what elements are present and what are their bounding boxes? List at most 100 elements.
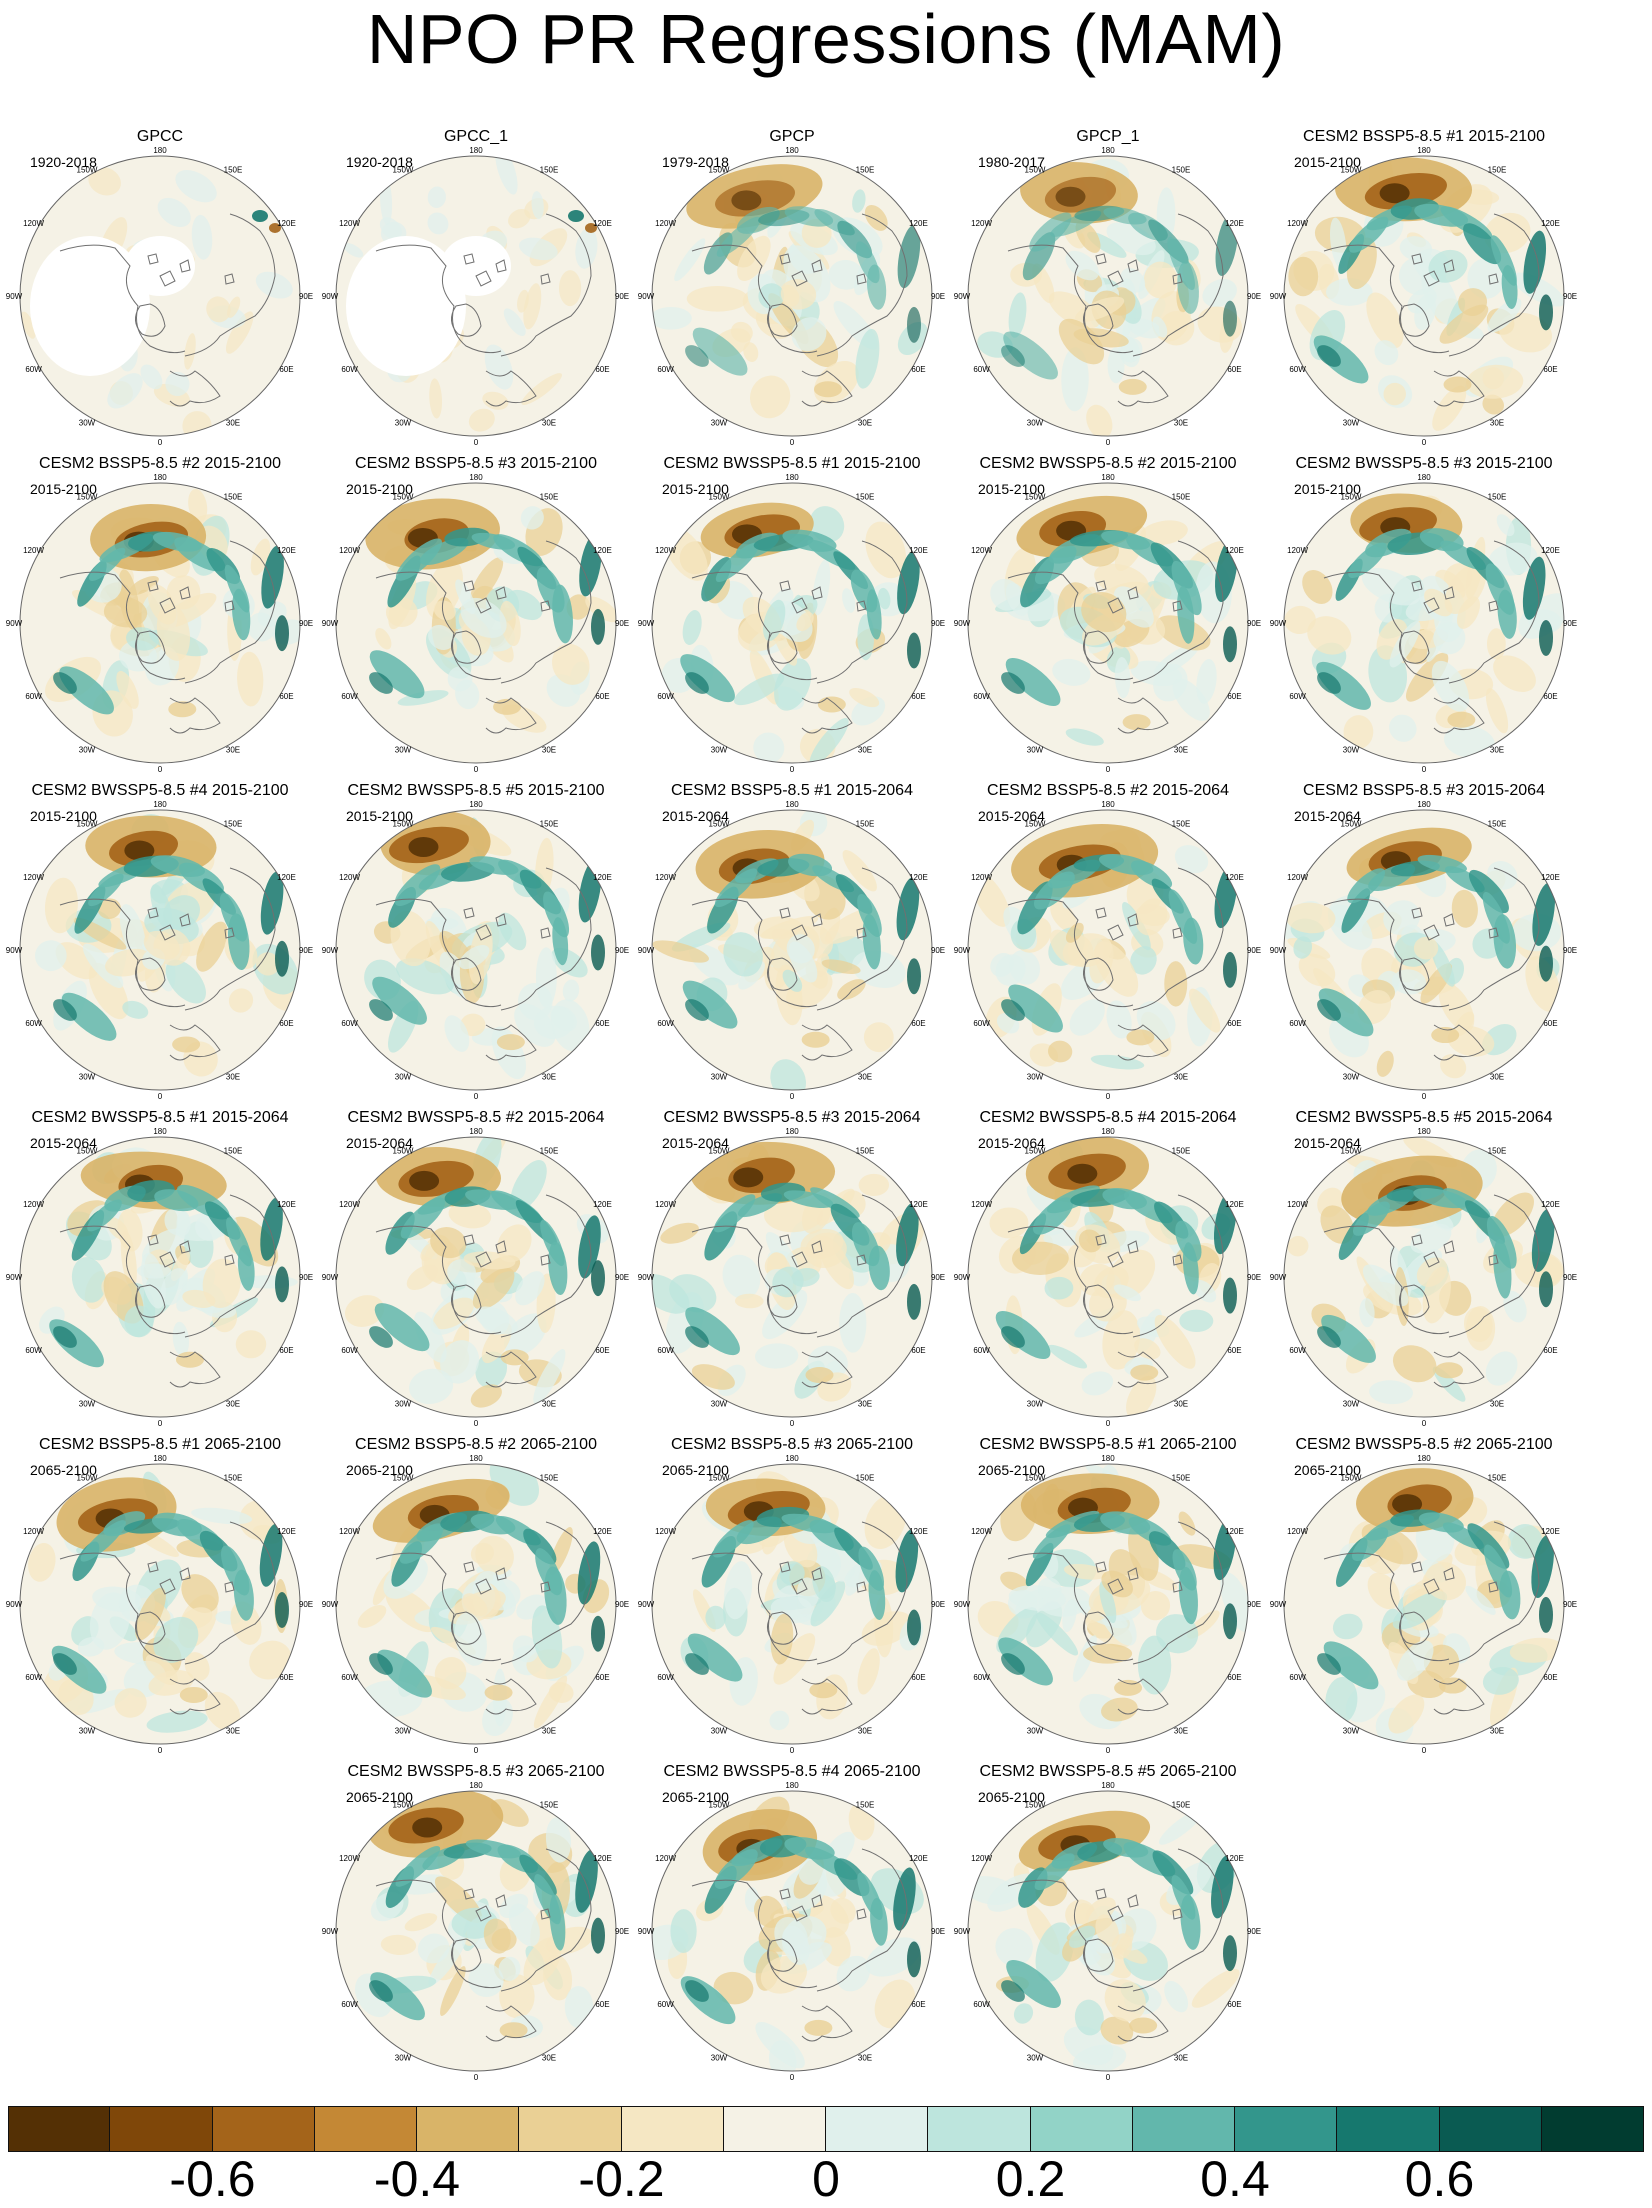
map-panel: CESM2 BWSSP5-8.5 #3 2015-2100 2015-2100 18… xyxy=(1270,455,1577,775)
panel-title: CESM2 BWSSP5-8.5 #5 2015-2100 xyxy=(347,782,605,799)
field-patch xyxy=(515,1271,545,1306)
map-boundary xyxy=(967,155,1249,437)
panel-title: CESM2 BSSP5-8.5 #3 2015-2100 xyxy=(355,455,597,472)
coastline xyxy=(856,927,867,939)
longitude-label: 0 xyxy=(1106,2073,1111,2082)
panel-period: 2015-2100 xyxy=(662,481,729,497)
longitude-label: 120W xyxy=(655,546,676,555)
longitude-label: 90E xyxy=(1247,292,1261,301)
coastline xyxy=(495,1894,507,1908)
panel-period: 2015-2064 xyxy=(30,1135,97,1151)
longitude-label: 30W xyxy=(711,2053,728,2062)
wet-band xyxy=(1501,264,1518,310)
coastline xyxy=(767,957,798,991)
wet-anomaly xyxy=(685,1307,740,1356)
wet-anomaly xyxy=(897,551,920,615)
wet-anomaly xyxy=(259,1523,283,1587)
map-boundary xyxy=(651,482,933,764)
coastline xyxy=(451,1611,482,1645)
longitude-label: 90E xyxy=(931,1273,945,1282)
coastline xyxy=(169,697,221,734)
coastline xyxy=(1007,898,1134,1008)
panel-title: GPCC xyxy=(136,128,184,145)
wet-anomaly xyxy=(275,1266,289,1303)
wet-anomaly xyxy=(1539,294,1553,331)
field-patch xyxy=(116,670,139,709)
longitude-label: 0 xyxy=(158,1092,163,1101)
coastline xyxy=(691,1225,818,1335)
wet-anomaly xyxy=(575,1849,598,1913)
longitude-label: 60E xyxy=(1227,2000,1241,2009)
field-patch xyxy=(1285,902,1336,934)
map-panel: GPCP_1 1980-2017 180 150E 120E 90E 60E 30E 0 30W 6… xyxy=(954,128,1261,448)
longitude-label: 30E xyxy=(542,1072,556,1081)
coastline xyxy=(1433,1678,1485,1715)
longitude-label: 0 xyxy=(790,1092,795,1101)
wet-anomaly xyxy=(1223,300,1237,337)
longitude-label: 90E xyxy=(1247,946,1261,955)
longitude-label: 0 xyxy=(474,765,479,774)
longitude-label: 30E xyxy=(1174,1726,1188,1735)
coastline xyxy=(1448,540,1540,684)
field-patch xyxy=(1188,988,1221,1033)
field-patch xyxy=(760,915,819,939)
field-patch xyxy=(1047,1040,1073,1063)
longitude-label: 30W xyxy=(1027,1726,1044,1735)
wet-anomaly xyxy=(1211,1855,1234,1919)
field-patch xyxy=(1153,663,1188,702)
panel-period: 2015-2100 xyxy=(978,481,1045,497)
longitude-label: 120E xyxy=(1541,1200,1560,1209)
wet-anomaly xyxy=(1323,1641,1379,1690)
longitude-label: 150W xyxy=(77,493,98,502)
field-patch xyxy=(743,342,759,362)
longitude-label: 90W xyxy=(638,946,655,955)
longitude-label: 120W xyxy=(23,873,44,882)
map-boundary xyxy=(967,809,1249,1091)
coastline xyxy=(159,1251,176,1268)
panel-title: GPCP xyxy=(769,128,815,145)
polar-map: 180 150E 120E 90E 60E 30E 0 30W 60W 90W 120W 150W xyxy=(954,1781,1261,2082)
longitude-label: 120E xyxy=(593,546,612,555)
longitude-label: 180 xyxy=(153,800,167,809)
coastline xyxy=(801,1024,853,1061)
coastline xyxy=(1411,1234,1423,1246)
wet-anomaly xyxy=(692,327,748,376)
field-patch xyxy=(184,1652,210,1681)
panel-period: 1979-2018 xyxy=(662,154,729,170)
coastline xyxy=(691,1879,818,1989)
field-patch xyxy=(1376,1050,1394,1077)
longitude-label: 60W xyxy=(1289,365,1306,374)
longitude-label: 30W xyxy=(1027,2053,1044,2062)
field-patch xyxy=(433,1297,475,1330)
wet-anomaly xyxy=(372,976,427,1025)
longitude-label: 90E xyxy=(615,292,629,301)
polar-map: 180 150E 120E 90E 60E 30E 0 30W 60W 90W 120W 150W xyxy=(638,473,945,774)
longitude-label: 180 xyxy=(785,1781,799,1790)
coastline xyxy=(147,580,159,592)
longitude-label: 30E xyxy=(1490,745,1504,754)
coastline xyxy=(159,597,176,614)
map-panel: CESM2 BSSP5-8.5 #1 2015-2064 2015-2064 180… xyxy=(638,782,945,1102)
dry-anomaly xyxy=(1130,1364,1159,1381)
longitude-label: 0 xyxy=(474,1746,479,1755)
longitude-label: 30E xyxy=(226,1399,240,1408)
polar-map: 180 150E 120E 90E 60E 30E 0 30W 60W 90W 120W 150W xyxy=(6,146,313,447)
longitude-label: 150E xyxy=(224,493,243,502)
wet-anomaly xyxy=(1223,1603,1237,1640)
wet-band xyxy=(552,584,573,644)
coastline xyxy=(485,1351,537,1388)
longitude-label: 30W xyxy=(1027,1399,1044,1408)
coastline xyxy=(1083,303,1114,337)
field-patch xyxy=(1102,1310,1141,1370)
wet-anomaly xyxy=(1317,345,1341,367)
panel-title: CESM2 BWSSP5-8.5 #3 2015-2100 xyxy=(1295,455,1553,472)
wet-band xyxy=(395,1846,441,1887)
field-patch xyxy=(531,191,544,220)
map-boundary xyxy=(335,1136,617,1418)
panel-period: 2015-2064 xyxy=(978,1135,1045,1151)
wet-anomaly xyxy=(896,877,920,941)
coastline xyxy=(1095,907,1107,919)
field-patch xyxy=(585,223,597,233)
panel-period: 1980-2017 xyxy=(978,154,1045,170)
wet-anomaly xyxy=(907,306,921,343)
